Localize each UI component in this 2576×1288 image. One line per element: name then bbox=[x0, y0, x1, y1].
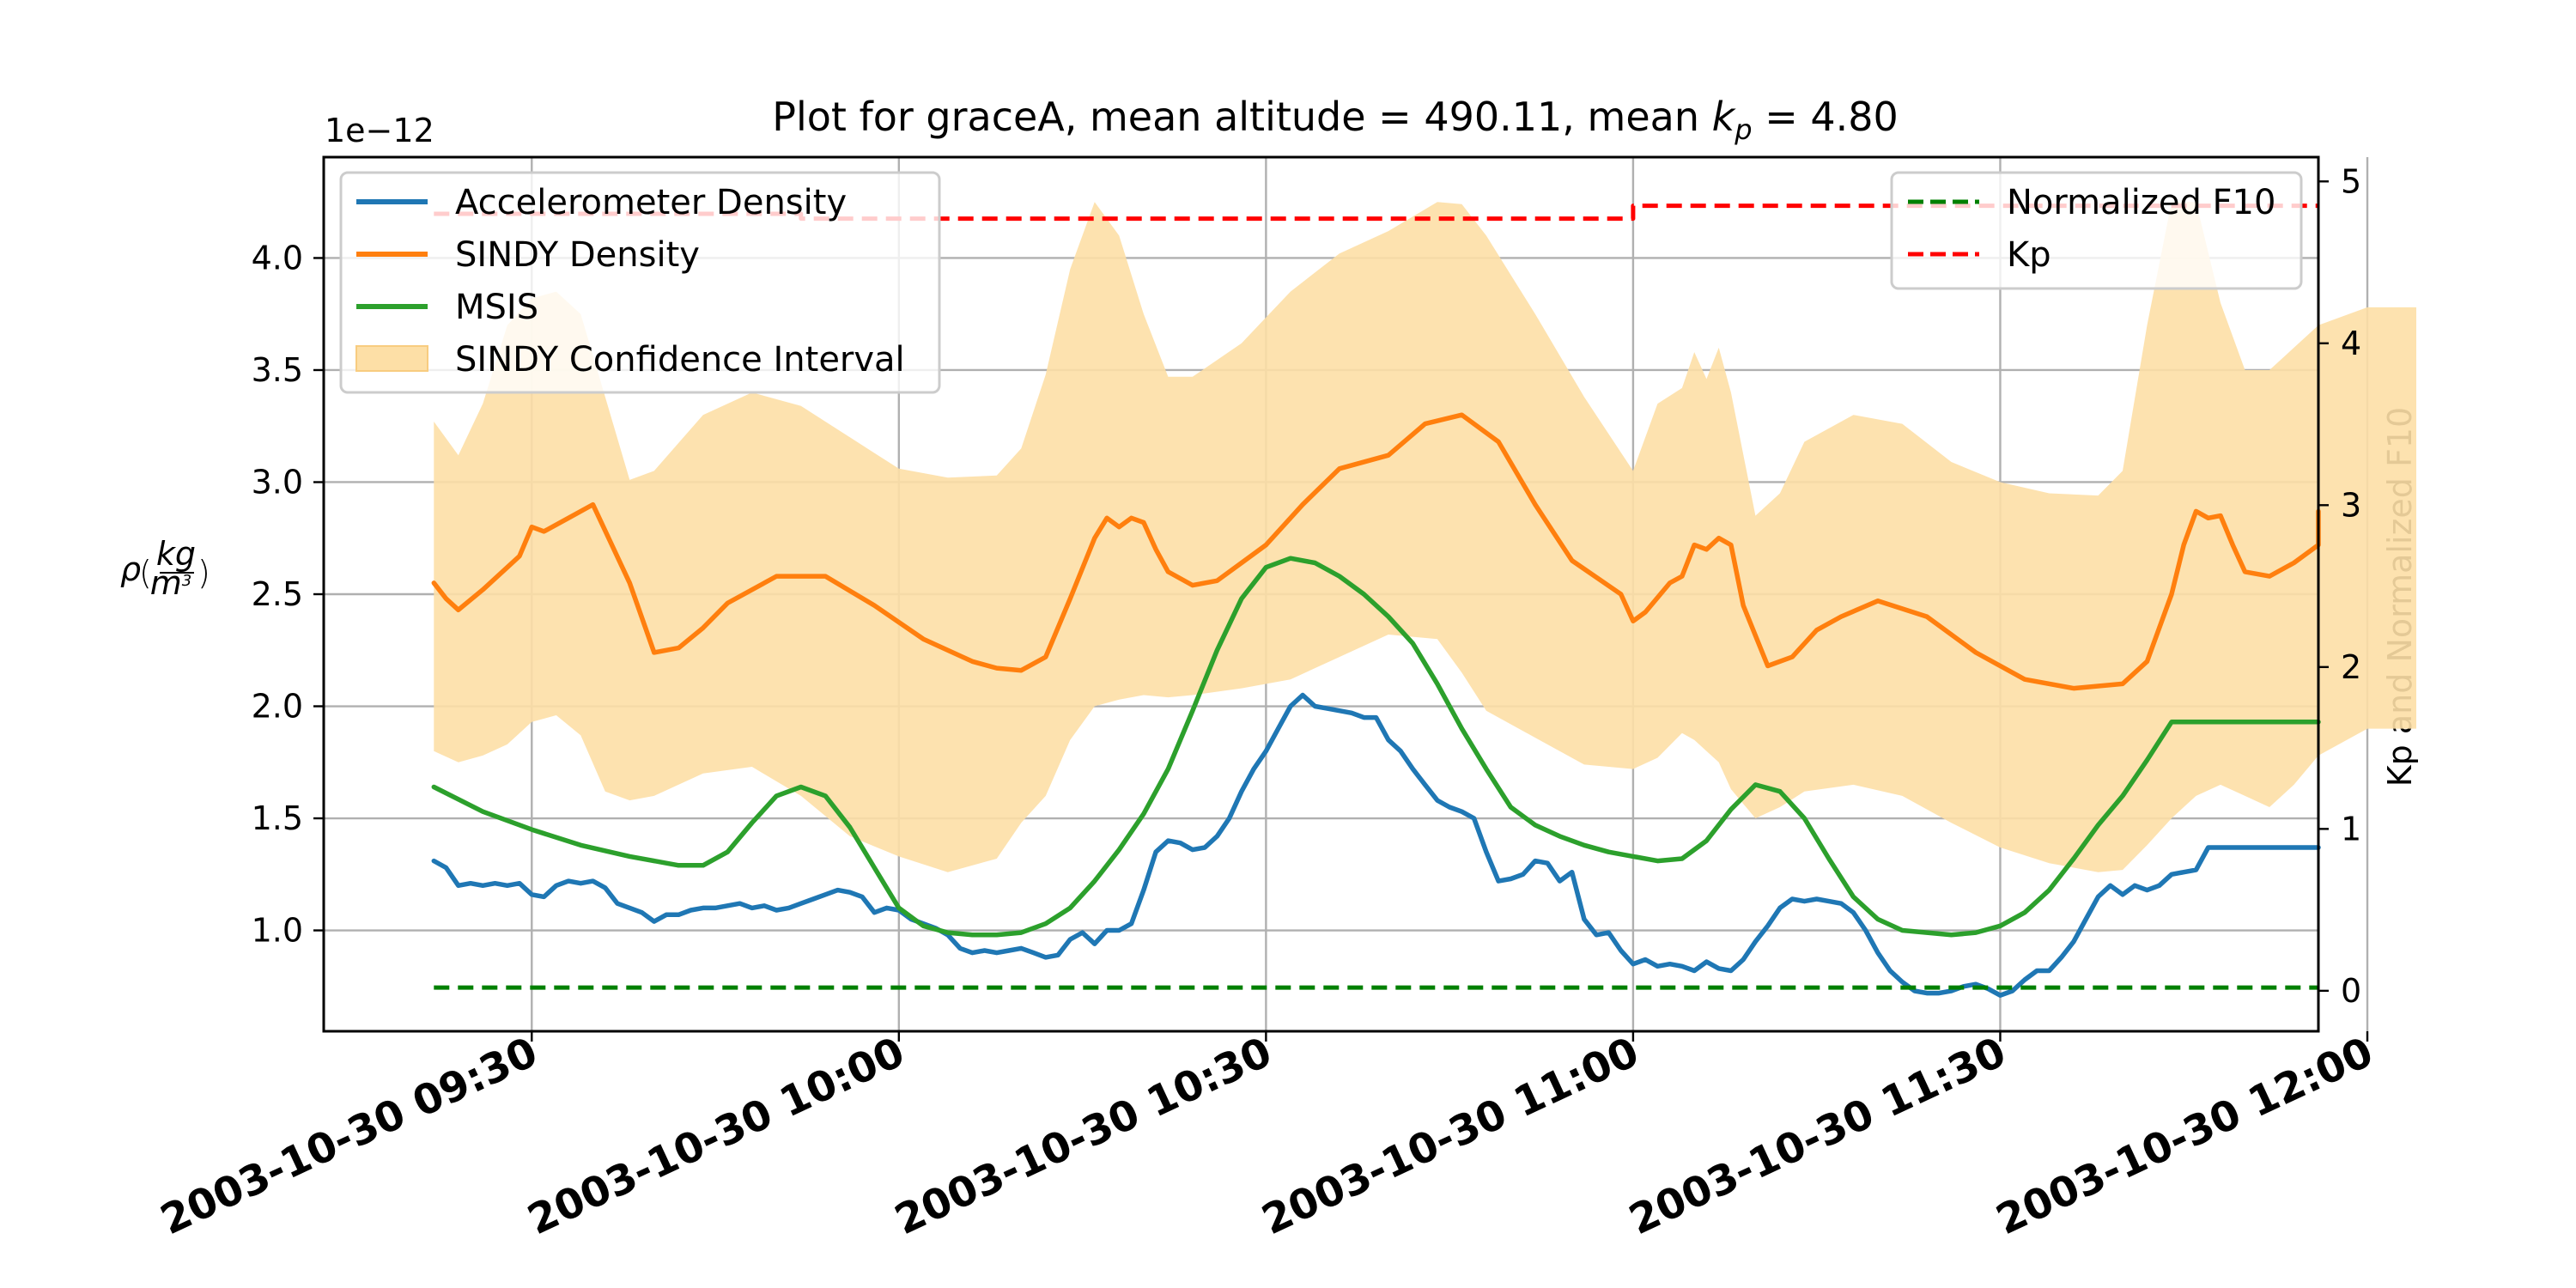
left-axis-label: ρ ( kg m3 ) bbox=[120, 535, 210, 602]
left-y-tick-label: 3.5 bbox=[252, 351, 303, 389]
left-paren: ( bbox=[139, 554, 152, 592]
right-y-tick-label: 3 bbox=[2341, 486, 2361, 524]
left-y-tick-label: 3.0 bbox=[252, 463, 303, 501]
right-y-tick-label: 0 bbox=[2341, 972, 2361, 1010]
legend-right: Normalized F10 Kp bbox=[1890, 171, 2303, 290]
right-y-tick-label: 2 bbox=[2341, 648, 2361, 686]
right-paren: ) bbox=[197, 554, 210, 592]
legend-label-accelerometer: Accelerometer Density bbox=[455, 183, 847, 222]
left-y-tick-label: 2.5 bbox=[252, 575, 303, 613]
sindy-confidence-band bbox=[434, 202, 2416, 872]
legend-label-f10: Normalized F10 bbox=[2007, 183, 2275, 222]
sindy-density-line bbox=[431, 412, 2321, 691]
unit-numerator: kg bbox=[156, 535, 196, 573]
unit-denominator: m3 bbox=[150, 564, 191, 602]
left-y-tick-label: 1.0 bbox=[252, 912, 303, 950]
legend-label-sindy: SINDY Density bbox=[455, 235, 700, 275]
legend-left: Accelerometer Density SINDY Density MSIS… bbox=[339, 171, 941, 394]
legend-label-kp: Kp bbox=[2007, 235, 2051, 275]
chart-title: Plot for graceA, mean altitude = 490.11,… bbox=[772, 94, 1899, 146]
kp-line bbox=[434, 204, 2318, 222]
legend-left-box bbox=[339, 171, 941, 394]
left-y-tick-label: 1.5 bbox=[252, 799, 303, 837]
right-y-tick-label: 1 bbox=[2341, 810, 2361, 848]
series-layer bbox=[431, 412, 2321, 998]
right-y-tick-label: 5 bbox=[2341, 162, 2361, 200]
confidence-band-layer bbox=[434, 202, 2416, 872]
left-axis-offset-text: 1e−12 bbox=[325, 112, 434, 149]
legend-right-box bbox=[1890, 171, 2303, 290]
right-series-layer bbox=[434, 204, 2318, 990]
legend-label-confidence: SINDY Confidence Interval bbox=[455, 340, 905, 380]
left-y-tick-label: 4.0 bbox=[252, 239, 303, 276]
right-y-tick-label: 4 bbox=[2341, 325, 2361, 362]
accelerometer-density-line bbox=[431, 692, 2321, 998]
legend-swatch-confidence bbox=[355, 345, 428, 372]
msis-line bbox=[431, 556, 2321, 938]
left-y-tick-label: 2.0 bbox=[252, 688, 303, 726]
legend-label-msis: MSIS bbox=[455, 288, 538, 327]
rho-symbol: ρ bbox=[120, 550, 141, 588]
